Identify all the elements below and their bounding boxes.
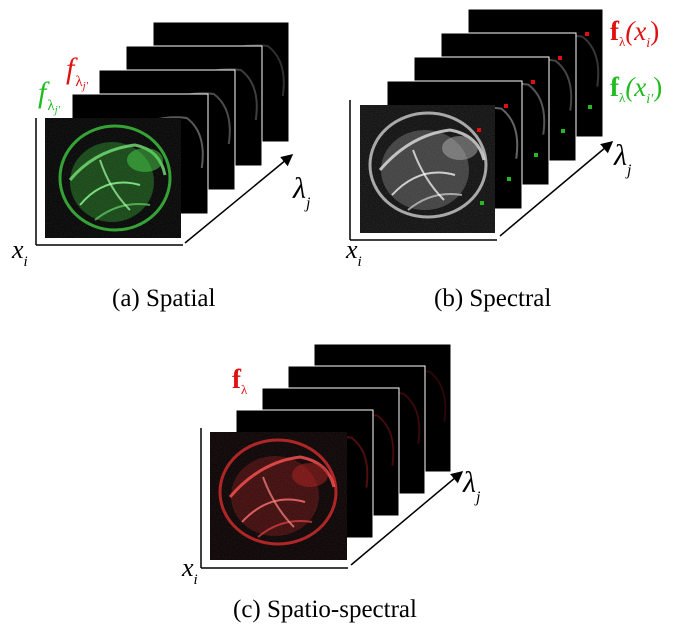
spatiospectral-front-slice: [210, 432, 347, 560]
spectral-front-slice: [360, 105, 495, 233]
b-stack-pixel-dot: [531, 80, 535, 84]
spectral-lambda-label: λj: [613, 139, 632, 179]
panel-spectral: [349, 8, 614, 241]
spatial-front-slice: [45, 118, 181, 238]
spatial-lambda-label: λj: [292, 172, 311, 212]
b-stack-pixel-dot: [558, 56, 562, 60]
spectral-lambda-axis: [499, 141, 614, 237]
panel-spatial: [35, 21, 294, 246]
spatiospectral-x-label: xi: [181, 553, 198, 588]
spatial-f-red-label: fλj': [66, 52, 89, 92]
spatial-f-green-label: fλj': [38, 76, 61, 116]
spatiospectral-lambda-label: λj: [462, 466, 481, 506]
b-stack-pixel-dot: [585, 32, 589, 36]
b-stack-pixel-dot: [534, 153, 538, 157]
b-stack-pixel-dot: [588, 105, 592, 109]
b-stack-pixel-dot: [504, 104, 508, 108]
spatial-lambda-axis: [184, 154, 294, 244]
b-stack-pixel-dot: [507, 177, 511, 181]
caption-spectral: (b) Spectral: [434, 285, 552, 312]
caption-spatial: (a) Spatial: [112, 285, 216, 312]
caption-spatiospectral: (c) Spatio-spectral: [233, 596, 417, 623]
spatiospectral-lambda-axis: [350, 471, 464, 566]
spatial-x-label: xi: [11, 235, 28, 270]
panel-spatiospectral: [200, 343, 464, 569]
spectral-f-green-label: fλ(xi'): [610, 72, 662, 107]
spectral-front-red-dot: [477, 128, 481, 132]
spectral-f-red-label: fλ(xi): [610, 16, 659, 51]
spectral-x-label: xi: [345, 235, 362, 270]
b-stack-pixel-dot: [561, 129, 565, 133]
spectral-front-green-dot: [480, 201, 484, 205]
spatiospectral-f-label: fλ: [232, 364, 248, 397]
